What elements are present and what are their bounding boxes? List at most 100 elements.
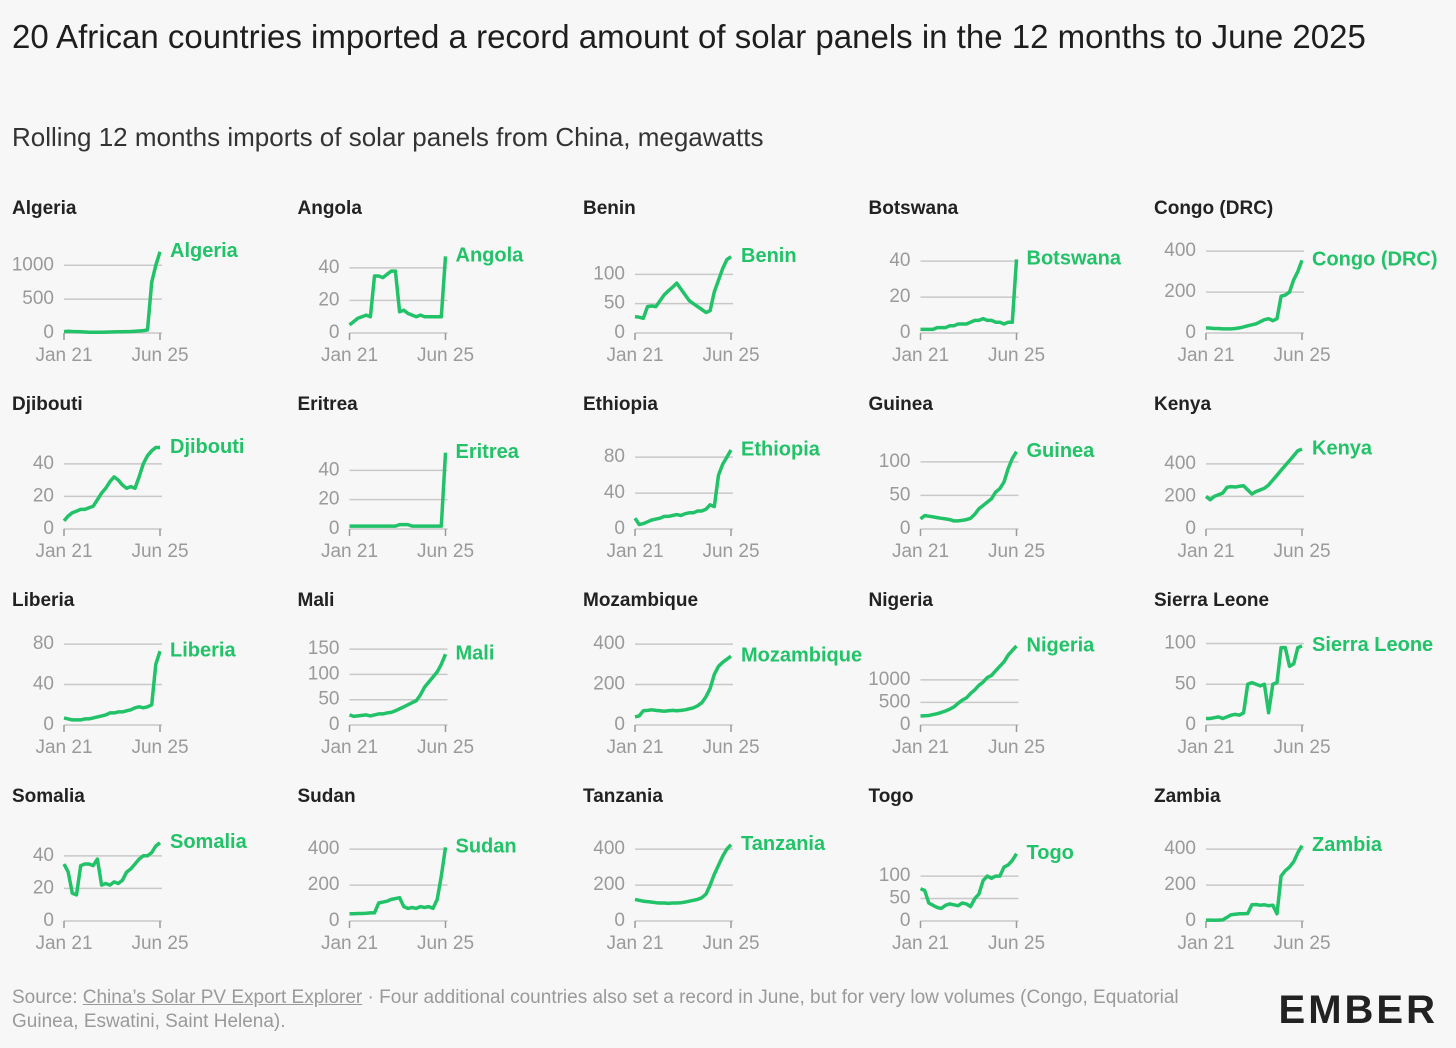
y-tick-label: 0 xyxy=(614,322,625,343)
y-tick-label: 0 xyxy=(1185,910,1196,931)
x-tick-label: Jun 25 xyxy=(702,737,759,758)
panel-title: Togo xyxy=(869,786,914,807)
y-tick-label: 50 xyxy=(889,484,910,505)
series-label: Botswana xyxy=(1027,248,1122,270)
series-label: Tanzania xyxy=(741,833,826,855)
series-line xyxy=(62,445,160,523)
y-tick-label: 200 xyxy=(1164,281,1196,302)
series-line xyxy=(633,449,733,527)
footer: Source: China’s Solar PV Export Explorer… xyxy=(12,986,1232,1034)
series-label: Liberia xyxy=(170,639,236,661)
y-tick-label: 0 xyxy=(43,910,54,931)
series-line xyxy=(1206,644,1303,721)
x-tick-label: Jan 21 xyxy=(35,737,92,758)
series-label: Angola xyxy=(456,245,525,267)
panel-title: Algeria xyxy=(12,198,77,219)
y-tick-label: 0 xyxy=(329,910,340,931)
x-tick-label: Jan 21 xyxy=(892,737,949,758)
x-tick-label: Jun 25 xyxy=(131,737,188,758)
y-tick-label: 400 xyxy=(593,633,625,654)
x-tick-label: Jun 25 xyxy=(988,737,1045,758)
y-tick-label: 400 xyxy=(308,838,340,859)
panel-title: Mozambique xyxy=(583,590,698,611)
x-tick-label: Jun 25 xyxy=(988,345,1045,366)
series-label: Mozambique xyxy=(741,644,862,666)
series-label: Togo xyxy=(1027,842,1074,864)
series-line xyxy=(1206,844,1304,923)
y-tick-label: 100 xyxy=(1164,633,1196,654)
y-tick-label: 0 xyxy=(329,518,340,539)
y-tick-label: 50 xyxy=(318,689,339,710)
panel-title: Zambia xyxy=(1154,786,1221,807)
series-line xyxy=(348,653,448,719)
series-label: Guinea xyxy=(1027,440,1096,462)
y-tick-label: 400 xyxy=(1164,240,1196,261)
y-tick-label: 40 xyxy=(889,250,910,271)
x-tick-label: Jan 21 xyxy=(321,737,378,758)
panel-title: Sudan xyxy=(298,786,356,807)
y-tick-label: 0 xyxy=(900,518,911,539)
x-tick-label: Jun 25 xyxy=(131,933,188,954)
y-tick-label: 40 xyxy=(318,459,339,480)
x-tick-label: Jan 21 xyxy=(321,345,378,366)
series-line xyxy=(349,847,448,916)
series-line xyxy=(919,852,1018,911)
series-label: Ethiopia xyxy=(741,438,821,460)
x-tick-label: Jan 21 xyxy=(1177,737,1234,758)
panel-title: Ethiopia xyxy=(583,394,658,415)
x-tick-label: Jan 21 xyxy=(321,933,378,954)
logo: EMBER xyxy=(1278,988,1438,1032)
y-tick-label: 0 xyxy=(43,714,54,735)
series-line xyxy=(349,452,448,528)
x-tick-label: Jan 21 xyxy=(606,933,663,954)
x-tick-label: Jan 21 xyxy=(1177,345,1234,366)
x-tick-label: Jan 21 xyxy=(606,345,663,366)
y-tick-label: 400 xyxy=(593,838,625,859)
panel-title: Tanzania xyxy=(583,786,663,807)
y-tick-label: 0 xyxy=(614,714,625,735)
y-tick-label: 1000 xyxy=(868,669,910,690)
y-tick-label: 40 xyxy=(33,453,54,474)
x-tick-label: Jun 25 xyxy=(702,345,759,366)
x-tick-label: Jan 21 xyxy=(892,541,949,562)
y-tick-label: 50 xyxy=(604,293,625,314)
x-tick-label: Jan 21 xyxy=(321,541,378,562)
y-tick-label: 0 xyxy=(900,714,911,735)
y-tick-label: 100 xyxy=(879,865,911,886)
series-label: Mali xyxy=(456,642,495,664)
y-tick-label: 200 xyxy=(593,674,625,695)
panel-title: Eritrea xyxy=(298,394,359,415)
y-tick-label: 20 xyxy=(318,289,339,310)
y-tick-label: 20 xyxy=(33,485,54,506)
y-tick-label: 500 xyxy=(22,288,54,309)
source-link[interactable]: China’s Solar PV Export Explorer xyxy=(82,987,363,1008)
y-tick-label: 100 xyxy=(593,263,625,284)
panel-title: Botswana xyxy=(869,198,959,219)
series-line xyxy=(920,259,1019,332)
x-tick-label: Jan 21 xyxy=(1177,541,1234,562)
y-tick-label: 0 xyxy=(900,910,911,931)
series-label: Benin xyxy=(741,245,797,267)
x-tick-label: Jun 25 xyxy=(988,541,1045,562)
panel-title: Nigeria xyxy=(869,590,934,611)
x-tick-label: Jun 25 xyxy=(131,345,188,366)
panel-title: Guinea xyxy=(869,394,934,415)
y-tick-label: 80 xyxy=(33,633,54,654)
y-tick-label: 200 xyxy=(593,874,625,895)
y-tick-label: 20 xyxy=(889,286,910,307)
series-line xyxy=(63,650,162,722)
x-tick-label: Jun 25 xyxy=(417,345,474,366)
panel-title: Angola xyxy=(298,198,363,219)
x-tick-label: Jun 25 xyxy=(131,541,188,562)
panel-title: Mali xyxy=(298,590,335,611)
y-tick-label: 20 xyxy=(318,489,339,510)
x-tick-label: Jan 21 xyxy=(606,541,663,562)
series-label: Zambia xyxy=(1312,834,1383,856)
series-label: Congo (DRC) xyxy=(1312,249,1438,271)
panel-title: Djibouti xyxy=(12,394,83,415)
series-line xyxy=(1204,447,1303,502)
x-tick-label: Jun 25 xyxy=(702,933,759,954)
series-line xyxy=(634,654,733,719)
series-line xyxy=(348,256,448,327)
